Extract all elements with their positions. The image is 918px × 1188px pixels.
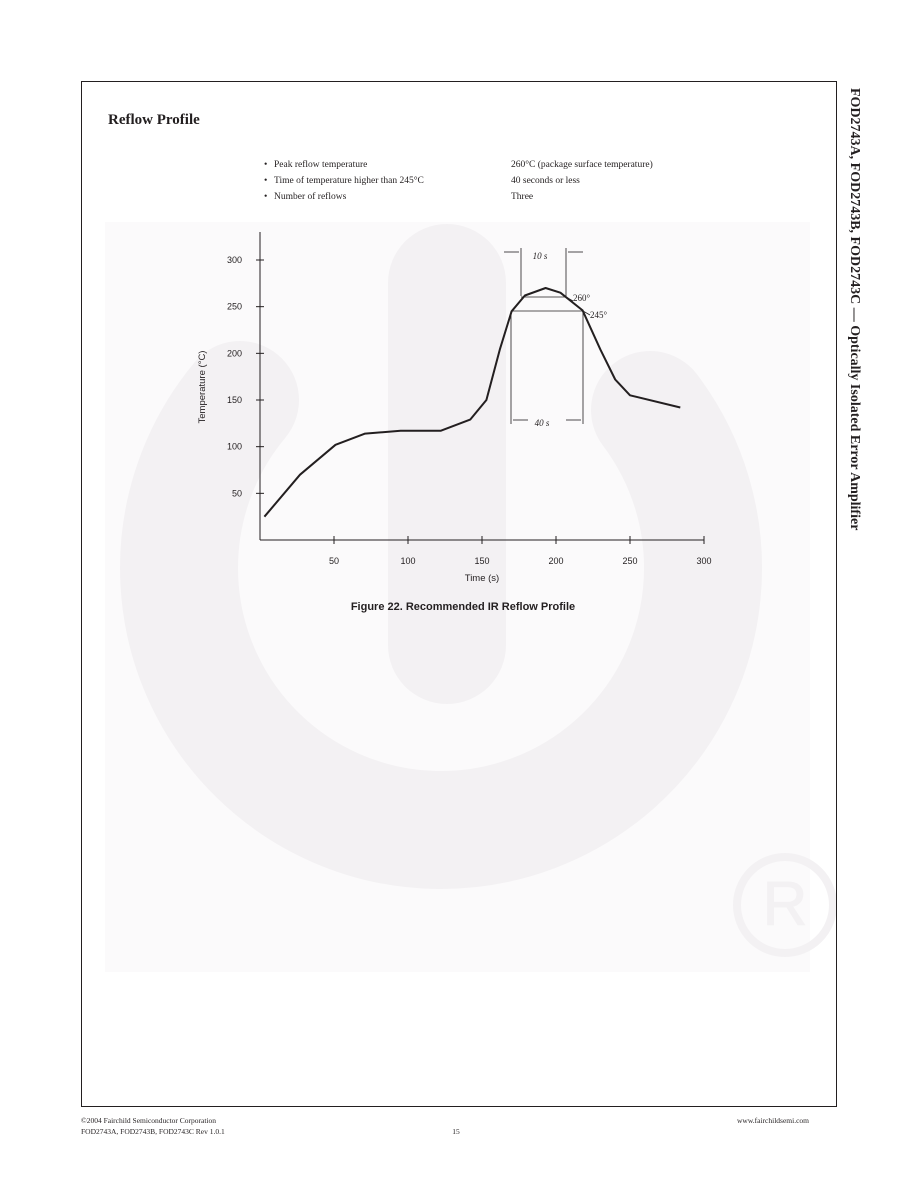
condition-value: 260°C (package surface temperature)	[511, 159, 653, 170]
page-number: 15	[452, 1127, 460, 1136]
x-tick-label: 50	[329, 556, 339, 566]
y-tick-label: 150	[227, 395, 242, 405]
annotation: 245°	[590, 310, 608, 320]
condition-value: Three	[511, 192, 533, 202]
footer-text: FOD2743A, FOD2743B, FOD2743C Rev 1.0.1	[81, 1127, 225, 1136]
x-tick-label: 100	[400, 556, 415, 566]
y-axis-label: Temperature (°C)	[197, 351, 208, 424]
annotation: 10 s	[533, 251, 548, 261]
condition-value: 40 seconds or less	[511, 176, 580, 186]
temperature-curve	[263, 287, 681, 518]
footer: ©2004 Fairchild Semiconductor Corporatio…	[81, 1116, 809, 1136]
footer-text: www.fairchildsemi.com	[737, 1116, 809, 1125]
x-axis-label: Time (s)	[465, 573, 499, 584]
annotation: 40 s	[535, 418, 550, 428]
watermark: R	[105, 222, 837, 972]
y-tick-label: 100	[227, 442, 242, 452]
bullet: •	[264, 192, 267, 202]
page-border	[81, 81, 837, 1107]
condition-label: Peak reflow temperature	[274, 159, 367, 170]
y-tick-label: 50	[232, 488, 242, 498]
bullet: •	[264, 176, 267, 186]
y-tick-label: 200	[227, 348, 242, 358]
x-tick-label: 250	[622, 556, 637, 566]
side-title: FOD2743A, FOD2743B, FOD2743C — Optically…	[847, 88, 862, 530]
x-tick-label: 150	[474, 556, 489, 566]
condition-label: Time of temperature higher than 245°C	[274, 175, 424, 186]
conditions-list: • Peak reflow temperature 260°C (package…	[264, 159, 653, 202]
y-tick-label: 250	[227, 302, 242, 312]
y-tick-label: 300	[227, 255, 242, 265]
bullet: •	[264, 160, 267, 170]
section-title: Reflow Profile	[108, 112, 200, 128]
x-tick-label: 300	[696, 556, 711, 566]
x-tick-label: 200	[548, 556, 563, 566]
footer-text: ©2004 Fairchild Semiconductor Corporatio…	[81, 1116, 216, 1125]
annotation: 260°	[573, 293, 591, 303]
figure-caption: Figure 22. Recommended IR Reflow Profile	[351, 601, 575, 613]
svg-text:R: R	[763, 870, 808, 939]
condition-label: Number of reflows	[274, 191, 347, 202]
